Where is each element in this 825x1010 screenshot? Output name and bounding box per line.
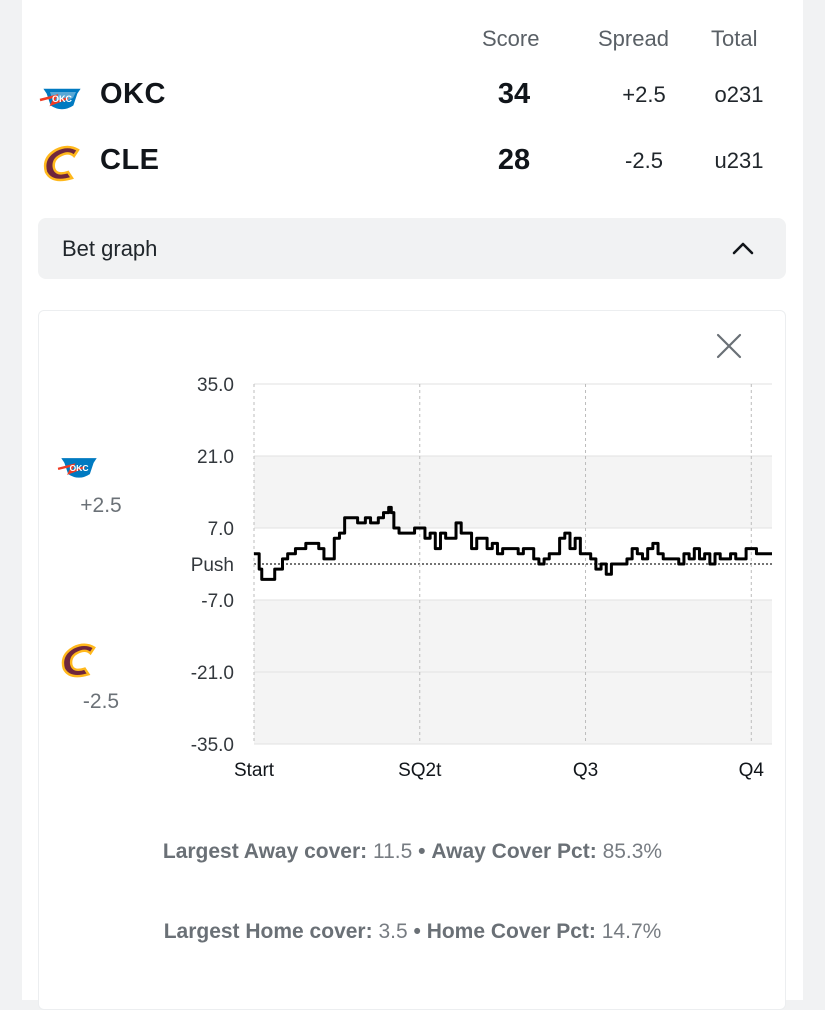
- home-cover-label: Largest Home cover:: [163, 920, 373, 943]
- team-name-cle: CLE: [100, 144, 160, 176]
- chevron-up-icon[interactable]: [730, 238, 756, 258]
- spread-header: Spread: [598, 26, 669, 51]
- separator: •: [418, 840, 426, 863]
- away-cover-label: Largest Away cover:: [162, 840, 368, 863]
- team-name-okc: OKC: [100, 78, 166, 110]
- y-tick-label: -35.0: [191, 735, 234, 756]
- score-header: Score: [482, 26, 540, 51]
- away-stats-line: Largest Away cover: 11.5 • Away Cover Pc…: [22, 840, 803, 864]
- team-spread-okc: +2.5: [622, 82, 666, 107]
- home-pct-label: Home Cover Pct:: [426, 920, 596, 943]
- bet-graph-toggle[interactable]: Bet graph: [38, 218, 786, 279]
- chart-band: [254, 528, 772, 600]
- y-tick-label: Push: [191, 555, 234, 576]
- away-spread-label: +2.5: [80, 494, 122, 517]
- chart-band: [254, 456, 772, 528]
- x-tick-label: SQ2t: [398, 760, 442, 781]
- x-tick-label: Start: [234, 760, 275, 781]
- team-total-okc: o231: [714, 82, 764, 107]
- team-row-okc[interactable]: OKC OKC 34 +2.5 o231: [22, 72, 803, 122]
- y-tick-label: 35.0: [197, 375, 234, 396]
- cle-cavaliers-logo-icon: [43, 145, 80, 182]
- y-tick-label: 7.0: [208, 519, 234, 540]
- separator: •: [413, 920, 421, 943]
- chart-band: [254, 672, 772, 744]
- home-spread-label: -2.5: [82, 690, 120, 713]
- svg-text:OKC: OKC: [69, 463, 88, 473]
- home-stats-line: Largest Home cover: 3.5 • Home Cover Pct…: [22, 920, 803, 944]
- bet-graph-label: Bet graph: [62, 236, 158, 261]
- team-score-okc: 34: [497, 78, 531, 110]
- team-score-cle: 28: [497, 144, 531, 176]
- x-tick-label: Q4: [739, 760, 765, 781]
- team-spread-cle: -2.5: [625, 148, 663, 173]
- away-cover-value: 11.5: [372, 840, 413, 863]
- home-pct-value: 14.7%: [601, 920, 662, 943]
- team-row-cle[interactable]: CLE 28 -2.5 u231: [22, 138, 803, 188]
- okc-thunder-logo-icon: OKC: [39, 87, 84, 111]
- cover-margin-line: [254, 505, 772, 581]
- away-pct-label: Away Cover Pct:: [431, 840, 597, 863]
- y-tick-label: 21.0: [197, 447, 234, 468]
- away-pct-value: 85.3%: [602, 840, 663, 863]
- close-icon[interactable]: [716, 333, 742, 359]
- team-total-cle: u231: [714, 148, 764, 173]
- game-card: Score Spread Total OKC OKC 34 +2.5 o231 …: [22, 0, 803, 1010]
- cle-side-logo-icon: [61, 643, 96, 678]
- chart-band: [254, 384, 772, 456]
- bet-graph-chart: 35.0 21.0 7.0 Push -7.0 -21.0 -35.0 Start SQ2t Q…: [191, 375, 772, 781]
- x-tick-label: Q3: [573, 760, 598, 781]
- home-cover-value: 3.5: [378, 920, 408, 943]
- y-tick-label: -7.0: [201, 591, 234, 612]
- okc-side-logo-icon: OKC: [57, 456, 100, 480]
- svg-text:OKC: OKC: [52, 94, 73, 104]
- y-tick-label: -21.0: [191, 663, 234, 684]
- chart-band: [254, 600, 772, 672]
- total-header: Total: [711, 26, 758, 51]
